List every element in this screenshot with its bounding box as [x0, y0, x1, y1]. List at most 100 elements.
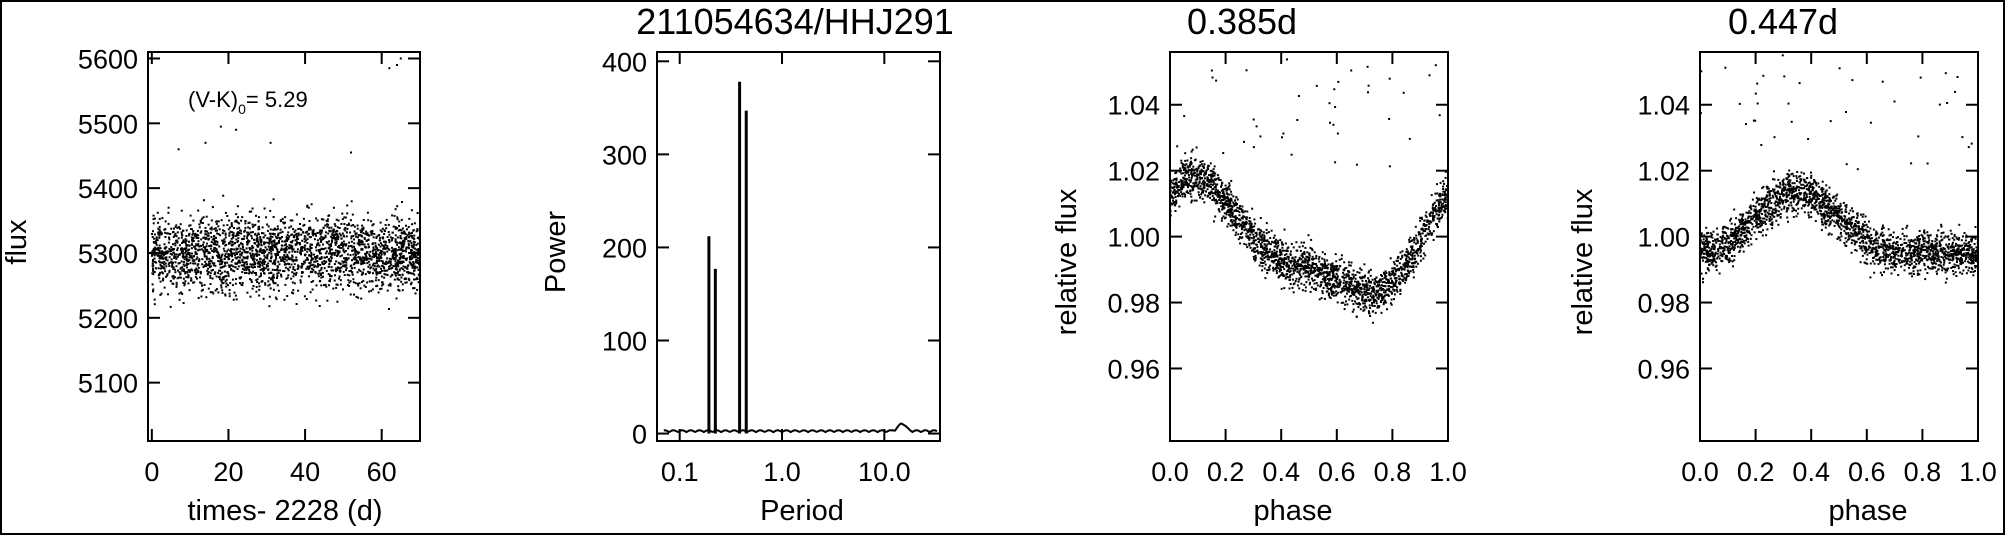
phase1-point: [1262, 231, 1265, 234]
lightcurve-point: [218, 263, 221, 266]
lightcurve-point: [381, 236, 384, 239]
lightcurve-point: [394, 265, 396, 268]
lightcurve-point: [225, 243, 228, 246]
lightcurve-point: [199, 281, 202, 284]
lightcurve-point: [356, 242, 359, 245]
lightcurve-point: [222, 194, 225, 197]
phase1-point: [1197, 165, 1200, 168]
lightcurve-point: [375, 267, 378, 270]
phase1-point: [1194, 181, 1197, 184]
phase1-point: [1320, 272, 1322, 275]
lightcurve-point: [233, 252, 236, 255]
phase1-point: [1290, 153, 1293, 156]
phase1-point: [1396, 264, 1399, 267]
lightcurve-point: [402, 265, 405, 268]
phase1-point: [1353, 293, 1356, 296]
lightcurve-point: [396, 205, 399, 208]
phase1-point: [1289, 270, 1292, 272]
phase1-point: [1198, 176, 1201, 179]
phase1-point: [1261, 247, 1264, 250]
phase1-point: [1250, 229, 1253, 232]
lightcurve-point: [407, 272, 410, 275]
lightcurve-point: [326, 218, 329, 221]
lightcurve-point: [387, 223, 390, 226]
lightcurve-point: [271, 279, 274, 282]
lightcurve-point: [227, 272, 230, 275]
phase1-point: [1354, 290, 1357, 293]
lightcurve-point: [405, 236, 408, 238]
lightcurve-point: [158, 232, 161, 234]
lightcurve-point: [279, 249, 282, 252]
phase1-point: [1190, 177, 1193, 180]
lightcurve-point: [306, 250, 309, 253]
lightcurve-point: [191, 257, 194, 260]
lightcurve-point: [246, 263, 248, 266]
phase1-point: [1253, 247, 1256, 250]
phase1-point: [1350, 278, 1353, 281]
lightcurve-point: [272, 276, 275, 279]
phase1-point: [1255, 125, 1258, 128]
lightcurve-point: [304, 259, 307, 262]
phase1-point: [1248, 222, 1251, 225]
phase1-point: [1209, 191, 1212, 194]
lightcurve-point: [297, 266, 300, 269]
lightcurve-point: [168, 271, 171, 274]
lightcurve-point: [203, 253, 206, 256]
lightcurve-point: [155, 243, 158, 246]
lightcurve-point: [204, 141, 207, 144]
lightcurve-point: [175, 235, 178, 238]
lightcurve-point: [330, 266, 333, 269]
lightcurve-point: [244, 226, 247, 229]
phase1-point: [1294, 266, 1297, 269]
lightcurve-point: [210, 245, 213, 247]
lightcurve-point: [197, 263, 200, 266]
lightcurve-point: [297, 289, 300, 292]
lightcurve-point: [416, 266, 419, 269]
lightcurve-point: [239, 282, 241, 284]
lightcurve-point: [187, 276, 190, 279]
phase1-point: [1326, 282, 1329, 285]
phase1-point: [1280, 273, 1283, 276]
lightcurve-point: [274, 263, 276, 266]
lightcurve-point: [257, 216, 260, 219]
phase1-point: [1410, 240, 1413, 242]
lightcurve-point: [199, 272, 202, 275]
lightcurve-point: [328, 246, 331, 249]
phase1-point: [1383, 276, 1386, 279]
phase1-point: [1190, 150, 1193, 153]
phase1-point: [1246, 235, 1249, 238]
lightcurve-point: [154, 252, 157, 255]
phase1-point: [1192, 173, 1195, 176]
lightcurve-point: [340, 247, 343, 249]
lightcurve-point: [383, 233, 386, 235]
phase1-point: [1368, 304, 1371, 307]
lightcurve-point: [151, 250, 154, 253]
lightcurve-point: [250, 255, 253, 258]
lightcurve-point: [394, 268, 397, 270]
phase1-point: [1442, 185, 1445, 188]
phase1-point: [1232, 219, 1235, 222]
phase1-point: [1200, 193, 1203, 196]
lightcurve-point: [258, 275, 261, 278]
lightcurve-point: [416, 242, 419, 245]
lightcurve-point: [157, 267, 160, 270]
phase1-point: [1393, 272, 1396, 275]
lightcurve-point: [283, 254, 286, 257]
lightcurve-point: [282, 270, 285, 272]
lightcurve-point: [212, 264, 215, 267]
lightcurve-point: [384, 224, 387, 226]
phase1-point: [1411, 252, 1414, 255]
lightcurve-point: [224, 280, 227, 283]
lightcurve-point: [336, 283, 339, 286]
lightcurve-point: [400, 249, 403, 251]
lightcurve-point: [354, 256, 357, 259]
phase1-point: [1234, 203, 1237, 206]
lightcurve-point: [339, 243, 342, 246]
phase1-point: [1442, 188, 1445, 190]
phase1-point: [1263, 243, 1266, 246]
phase1-point: [1269, 237, 1272, 239]
lightcurve-point: [364, 232, 367, 235]
phase1-point: [1332, 292, 1334, 294]
phase1-point: [1260, 236, 1263, 239]
phase1-point: [1416, 239, 1419, 242]
